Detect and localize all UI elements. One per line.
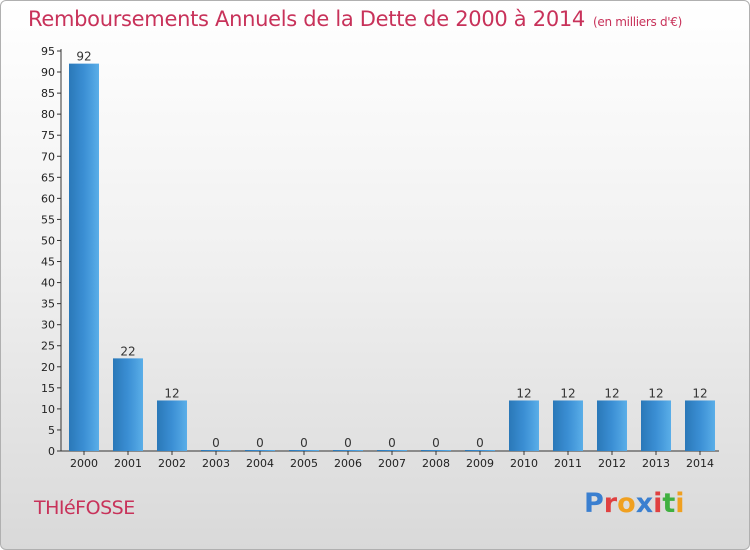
logo-letter: P: [584, 488, 604, 519]
y-tick-label: 80: [41, 108, 55, 121]
bar-2013: [641, 400, 671, 451]
chart-title: Remboursements Annuels de la Dette de 20…: [28, 7, 682, 31]
x-tick-label: 2012: [598, 457, 626, 470]
bars: [69, 63, 715, 451]
logo-letter: i: [675, 488, 685, 519]
x-tick-label: 2014: [686, 457, 714, 470]
x-tick-label: 2007: [378, 457, 406, 470]
chart-unit: (en milliers d'€): [593, 15, 683, 29]
x-tick-label: 2010: [510, 457, 538, 470]
y-tick-label: 90: [41, 66, 55, 79]
data-label-2012: 12: [604, 386, 619, 400]
x-tick-label: 2004: [246, 457, 274, 470]
bar-2002: [157, 400, 187, 451]
data-label-2007: 0: [388, 436, 396, 450]
x-tick-label: 2001: [114, 457, 142, 470]
y-tick-label: 45: [41, 256, 55, 269]
bar-2006: [333, 450, 363, 451]
x-tick-label: 2006: [334, 457, 362, 470]
data-label-2002: 12: [164, 386, 179, 400]
bar-2011: [553, 400, 583, 451]
x-tick-label: 2009: [466, 457, 494, 470]
bar-2008: [421, 450, 451, 451]
bar-2014: [685, 400, 715, 451]
x-tick-label: 2003: [202, 457, 230, 470]
x-axis: 2000 2001 2002 2003 2004 2005 2006 2007 2008 2009…: [61, 450, 719, 470]
data-label-2013: 12: [648, 386, 663, 400]
data-label-2009: 0: [476, 436, 484, 450]
data-labels: 92 22 12 0 0 0 0 0 0 0 12 12 12 12 12: [76, 50, 707, 450]
y-tick-label: 35: [41, 298, 55, 311]
x-tick-label: 2005: [290, 457, 318, 470]
bar-2010: [509, 400, 539, 451]
data-label-2014: 12: [692, 386, 707, 400]
y-tick-label: 95: [41, 45, 55, 58]
bar-2012: [597, 400, 627, 451]
x-tick-label: 2008: [422, 457, 450, 470]
proxiti-logo[interactable]: Proxiti: [584, 488, 685, 519]
data-label-2004: 0: [256, 436, 264, 450]
y-tick-label: 5: [48, 424, 55, 437]
logo-letter: o: [617, 488, 636, 519]
y-axis: 0 5 10 15 20 25 30 35 40 45 50 55 60 65 70 75 80 85 90 95: [41, 45, 62, 458]
data-label-2008: 0: [432, 436, 440, 450]
data-label-2010: 12: [516, 386, 531, 400]
data-label-2000: 92: [76, 50, 91, 64]
chart-title-text: Remboursements Annuels de la Dette de 20…: [28, 7, 585, 31]
bar-2003: [201, 450, 231, 451]
x-tick-label: 2002: [158, 457, 186, 470]
y-tick-label: 55: [41, 213, 55, 226]
bar-2009: [465, 450, 495, 451]
logo-letter: x: [635, 488, 654, 519]
y-tick-label: 0: [48, 445, 55, 458]
y-tick-label: 10: [41, 403, 55, 416]
bar-2000: [69, 63, 99, 451]
bar-2004: [245, 450, 275, 451]
data-label-2001: 22: [120, 344, 135, 358]
y-tick-label: 50: [41, 234, 55, 247]
y-tick-label: 25: [41, 340, 55, 353]
bar-2001: [113, 358, 143, 451]
y-tick-label: 70: [41, 150, 55, 163]
bar-2005: [289, 450, 319, 451]
x-tick-label: 2013: [642, 457, 670, 470]
commune-name: THIéFOSSE: [34, 497, 135, 519]
y-tick-label: 65: [41, 171, 55, 184]
bar-2007: [377, 450, 407, 451]
y-tick-label: 20: [41, 361, 55, 374]
y-tick-label: 15: [41, 382, 55, 395]
y-tick-label: 30: [41, 319, 55, 332]
logo-letter: t: [662, 488, 676, 519]
x-tick-label: 2000: [70, 457, 98, 470]
logo-letter: r: [603, 488, 618, 519]
x-tick-label: 2011: [554, 457, 582, 470]
data-label-2005: 0: [300, 436, 308, 450]
data-label-2003: 0: [212, 436, 220, 450]
data-label-2011: 12: [560, 386, 575, 400]
y-tick-label: 75: [41, 129, 55, 142]
logo-letter: i: [653, 488, 663, 519]
data-label-2006: 0: [344, 436, 352, 450]
y-tick-label: 40: [41, 277, 55, 290]
y-tick-label: 60: [41, 192, 55, 205]
y-tick-label: 85: [41, 87, 55, 100]
